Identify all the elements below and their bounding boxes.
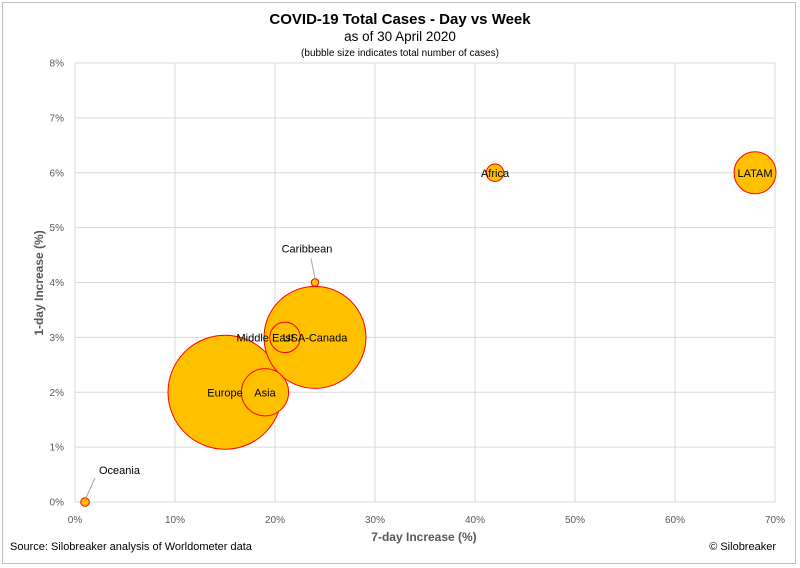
chart-subtitle: as of 30 April 2020 <box>344 29 456 44</box>
y-tick-label: 6% <box>50 168 65 179</box>
bubble-label-europe: Europe <box>207 387 242 399</box>
y-tick-label: 5% <box>50 223 65 234</box>
x-tick-label: 70% <box>765 515 785 526</box>
bubble-label-oceania: Oceania <box>99 465 141 477</box>
copyright-note: © Silobreaker <box>709 541 776 553</box>
x-tick-label: 0% <box>68 515 83 526</box>
x-tick-label: 10% <box>165 515 185 526</box>
x-tick-labels: 0% 10% 20% 30% 40% 50% 60% 70% <box>68 515 785 526</box>
x-tick-label: 40% <box>465 515 485 526</box>
chart-note: (bubble size indicates total number of c… <box>301 48 499 59</box>
chart-title: COVID-19 Total Cases - Day vs Week <box>269 11 531 28</box>
grid-lines <box>74 62 776 503</box>
leader-line <box>85 477 96 499</box>
x-tick-label: 60% <box>665 515 685 526</box>
bubble-label-middle-east: Middle East <box>237 332 294 344</box>
y-tick-label: 3% <box>50 333 65 344</box>
y-axis-title: 1-day Increase (%) <box>32 230 46 335</box>
x-tick-label: 50% <box>565 515 585 526</box>
y-tick-labels: 0% 1% 2% 3% 4% 5% 6% 7% 8% <box>50 59 65 509</box>
bubbles <box>80 151 777 507</box>
y-tick-label: 7% <box>50 113 65 124</box>
x-tick-label: 30% <box>365 515 385 526</box>
bubble-label-asia: Asia <box>254 387 276 399</box>
bubble-middle-east <box>269 321 301 354</box>
source-note: Source: Silobreaker analysis of Worldome… <box>10 541 252 553</box>
x-axis-title: 7-day Increase (%) <box>371 530 476 544</box>
x-tick-label: 20% <box>265 515 285 526</box>
bubble-label-caribbean: Caribbean <box>282 244 333 256</box>
bubble-labels: Europe USA-Canada Asia Middle East LATAM Afri… <box>85 168 773 499</box>
y-tick-label: 8% <box>50 59 65 70</box>
leader-line <box>310 258 316 279</box>
bubble-asia <box>240 368 290 417</box>
bubble-latam <box>733 151 777 195</box>
bubble-label-africa: Africa <box>481 168 510 180</box>
bubble-caribbean <box>310 278 320 287</box>
y-tick-label: 2% <box>50 388 65 399</box>
y-tick-label: 0% <box>50 498 65 509</box>
bubble-oceania <box>80 497 90 507</box>
bubble-label-latam: LATAM <box>737 168 772 180</box>
bubble-africa <box>485 163 505 183</box>
y-tick-label: 1% <box>50 443 65 454</box>
y-tick-label: 4% <box>50 278 65 289</box>
bubble-label-usa-canada: USA-Canada <box>283 332 349 344</box>
